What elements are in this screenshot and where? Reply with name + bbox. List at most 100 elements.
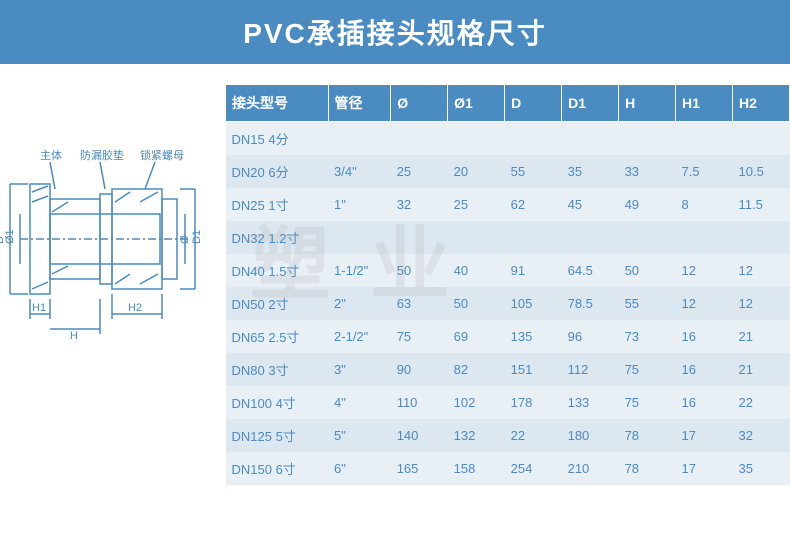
main-container: 主体 防漏胶垫 锁紧螺母 [0, 64, 790, 485]
table-cell: 17 [676, 452, 733, 485]
table-cell: DN20 6分 [226, 155, 329, 188]
table-cell: 75 [619, 353, 676, 386]
table-cell: 22 [505, 419, 562, 452]
table-cell: 16 [676, 320, 733, 353]
table-cell: 55 [505, 155, 562, 188]
table-cell [328, 221, 391, 254]
table-cell: DN80 3寸 [226, 353, 329, 386]
spec-table: 接头型号 管径 Ø Ø1 D D1 H H1 H2 DN15 4分DN20 6分… [225, 84, 790, 485]
table-cell: 3/4" [328, 155, 391, 188]
table-row: DN15 4分 [226, 122, 790, 156]
table-cell: 45 [562, 188, 619, 221]
table-cell: 112 [562, 353, 619, 386]
table-cell: 49 [619, 188, 676, 221]
col-phi1: Ø1 [448, 85, 505, 122]
table-cell: 178 [505, 386, 562, 419]
table-cell: 3" [328, 353, 391, 386]
table-cell: 105 [505, 287, 562, 320]
table-cell: 55 [619, 287, 676, 320]
table-cell: 40 [448, 254, 505, 287]
page-title: PVC承插接头规格尺寸 [0, 0, 790, 64]
table-cell: 62 [505, 188, 562, 221]
table-cell: 5" [328, 419, 391, 452]
table-cell [448, 122, 505, 156]
table-cell [676, 122, 733, 156]
table-cell: 4" [328, 386, 391, 419]
table-cell: 35 [733, 452, 790, 485]
table-cell: 50 [391, 254, 448, 287]
table-cell: 25 [391, 155, 448, 188]
table-cell: 75 [619, 386, 676, 419]
table-cell: 151 [505, 353, 562, 386]
col-D1: D1 [562, 85, 619, 122]
table-cell: DN50 2寸 [226, 287, 329, 320]
dim-H1: H1 [32, 302, 46, 314]
dim-phi1: Ø1 [4, 229, 16, 244]
table-cell: 135 [505, 320, 562, 353]
table-cell: 50 [619, 254, 676, 287]
table-cell [619, 221, 676, 254]
table-cell: 63 [391, 287, 448, 320]
table-cell: 133 [562, 386, 619, 419]
col-phi: Ø [391, 85, 448, 122]
dim-D1: D1 [191, 230, 203, 244]
table-row: DN65 2.5寸2-1/2"756913596731621 [226, 320, 790, 353]
table-cell: 32 [391, 188, 448, 221]
table-cell: 21 [733, 353, 790, 386]
table-cell: 102 [448, 386, 505, 419]
table-cell: 16 [676, 386, 733, 419]
table-cell: 2-1/2" [328, 320, 391, 353]
table-cell: 12 [733, 254, 790, 287]
table-cell: DN32 1.2寸 [226, 221, 329, 254]
table-cell: 75 [391, 320, 448, 353]
table-cell: 90 [391, 353, 448, 386]
table-body: DN15 4分DN20 6分3/4"25205535337.510.5DN25 … [226, 122, 790, 486]
col-H: H [619, 85, 676, 122]
table-cell: 1-1/2" [328, 254, 391, 287]
connector-diagram: 主体 防漏胶垫 锁紧螺母 [0, 144, 210, 344]
table-cell [562, 221, 619, 254]
label-nut: 锁紧螺母 [140, 148, 184, 162]
table-cell: 158 [448, 452, 505, 485]
table-cell: 69 [448, 320, 505, 353]
table-cell: 254 [505, 452, 562, 485]
col-pipe: 管径 [328, 85, 391, 122]
table-cell: 35 [562, 155, 619, 188]
table-cell: 78.5 [562, 287, 619, 320]
table-cell: 96 [562, 320, 619, 353]
table-cell: 16 [676, 353, 733, 386]
table-cell: 180 [562, 419, 619, 452]
col-H1: H1 [676, 85, 733, 122]
table-row: DN40 1.5寸1-1/2"50409164.5501212 [226, 254, 790, 287]
table-cell: 20 [448, 155, 505, 188]
table-cell: 7.5 [676, 155, 733, 188]
table-cell: 8 [676, 188, 733, 221]
table-cell: 110 [391, 386, 448, 419]
table-cell: 165 [391, 452, 448, 485]
table-cell: 12 [676, 254, 733, 287]
table-cell: 78 [619, 452, 676, 485]
table-cell: 73 [619, 320, 676, 353]
table-cell: DN100 4寸 [226, 386, 329, 419]
col-D: D [505, 85, 562, 122]
col-H2: H2 [733, 85, 790, 122]
table-cell [619, 122, 676, 156]
table-cell: 210 [562, 452, 619, 485]
table-cell: 11.5 [733, 188, 790, 221]
col-model: 接头型号 [226, 85, 329, 122]
table-cell: 10.5 [733, 155, 790, 188]
table-cell: 50 [448, 287, 505, 320]
table-cell [448, 221, 505, 254]
table-header-row: 接头型号 管径 Ø Ø1 D D1 H H1 H2 [226, 85, 790, 122]
diagram-panel: 主体 防漏胶垫 锁紧螺母 [0, 84, 220, 485]
table-cell: 33 [619, 155, 676, 188]
table-cell: 132 [448, 419, 505, 452]
table-row: DN80 3寸3"9082151112751621 [226, 353, 790, 386]
table-row: DN125 5寸5"14013222180781732 [226, 419, 790, 452]
table-cell: 12 [733, 287, 790, 320]
table-cell: 17 [676, 419, 733, 452]
table-row: DN100 4寸4"110102178133751622 [226, 386, 790, 419]
table-cell: DN150 6寸 [226, 452, 329, 485]
table-cell: 82 [448, 353, 505, 386]
table-cell: 22 [733, 386, 790, 419]
